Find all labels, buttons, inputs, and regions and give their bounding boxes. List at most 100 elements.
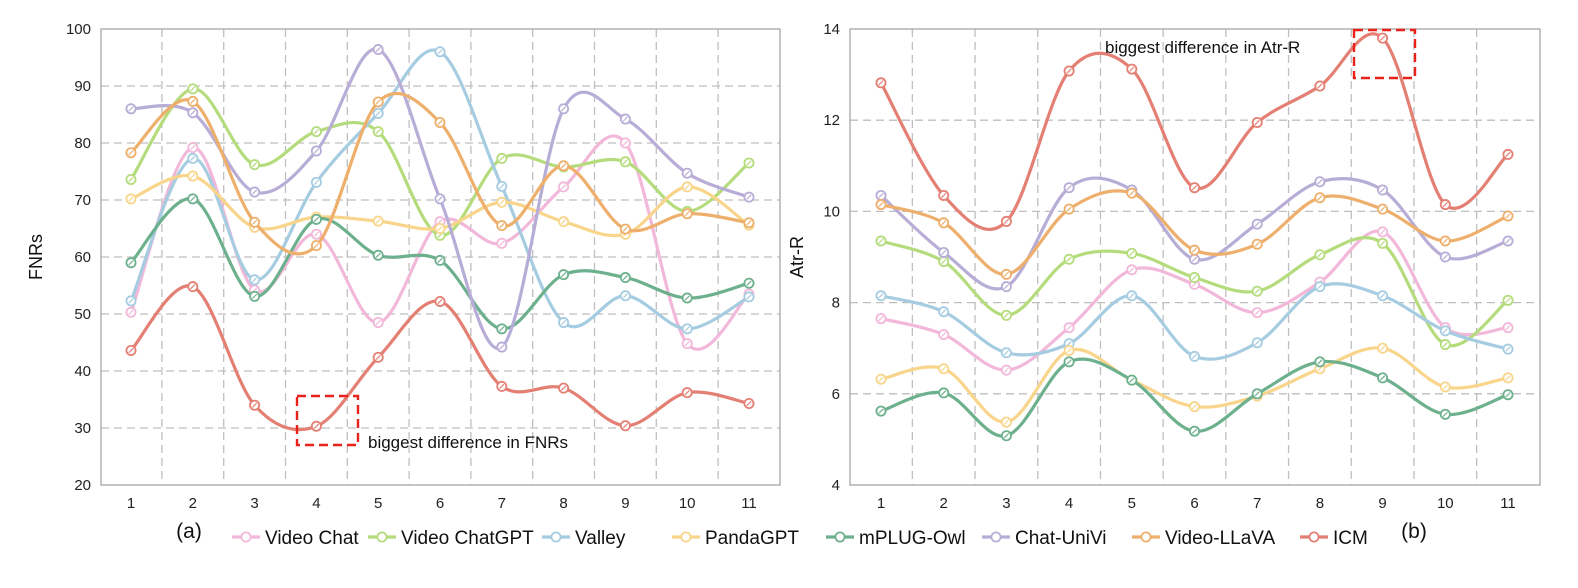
data-point-mark: [375, 319, 381, 326]
data-point-mark: [1003, 350, 1010, 356]
data-point-mark: [313, 128, 320, 135]
data-point-mark: [1379, 293, 1386, 299]
data-point-mark: [684, 326, 690, 332]
legend-entry: mPLUG-Owl: [826, 528, 966, 549]
y-tick-label: 12: [823, 112, 840, 129]
data-point-mark: [622, 116, 629, 122]
series-line: [879, 176, 1510, 291]
data-point-mark: [1066, 256, 1072, 262]
legend-swatch-marker: [376, 531, 388, 543]
y-tick-label: 20: [74, 477, 91, 494]
data-point-mark: [746, 194, 752, 200]
data-point-mark: [1191, 403, 1198, 410]
data-point-mark: [499, 155, 505, 162]
data-point-mark: [878, 238, 884, 244]
data-point-mark: [1442, 384, 1448, 390]
x-tick-label: 6: [436, 495, 444, 512]
highlight-box: [1352, 28, 1417, 80]
x-tick-label: 10: [679, 495, 696, 512]
series-chat-univi: [125, 44, 755, 353]
legend-label: mPLUG-Owl: [859, 528, 966, 549]
data-point-mark: [1317, 195, 1323, 201]
data-point-mark: [1379, 375, 1386, 381]
data-point-mark: [375, 218, 381, 224]
data-point-mark: [878, 201, 884, 208]
legend-label: Valley: [575, 528, 626, 549]
y-tick-label: 100: [66, 21, 91, 38]
data-point-mark: [499, 183, 505, 189]
legend-swatch-marker: [834, 531, 846, 543]
data-point-mark: [251, 189, 258, 195]
data-point-mark: [1003, 284, 1010, 290]
data-point-mark: [1379, 187, 1386, 193]
data-point-mark: [941, 366, 947, 372]
data-point-mark: [1003, 367, 1010, 373]
data-point-mark: [190, 86, 196, 92]
data-point-mark: [941, 220, 947, 226]
data-point-mark: [1505, 375, 1511, 381]
data-point-mark: [1254, 119, 1260, 126]
data-point-mark: [1505, 297, 1511, 303]
data-point-mark: [878, 315, 884, 322]
x-tick-label: 1: [877, 495, 885, 512]
y-tick-label: 10: [823, 203, 840, 220]
data-point-mark: [622, 226, 629, 232]
x-tick-label: 7: [498, 495, 506, 512]
data-point-mark: [190, 155, 196, 162]
data-point-mark: [1379, 35, 1386, 41]
x-tick-label: 8: [1316, 495, 1324, 512]
y-tick-label: 8: [832, 295, 840, 312]
data-point-mark: [941, 390, 947, 396]
data-point-mark: [128, 309, 134, 315]
series-valley: [125, 46, 755, 335]
data-point-mark: [128, 176, 134, 183]
data-point-mark: [1066, 185, 1072, 191]
x-tick-label: 7: [1253, 495, 1261, 512]
data-point-mark: [684, 184, 690, 190]
data-point-mark: [1442, 254, 1448, 260]
data-point-mark: [313, 148, 320, 154]
x-tick-label: 6: [1190, 495, 1198, 512]
data-point-mark: [128, 196, 134, 202]
x-tick-label: 11: [1500, 495, 1516, 512]
data-point-mark: [1442, 238, 1448, 244]
series-video-llava: [875, 187, 1514, 280]
plot-frame: [100, 28, 781, 486]
data-point-mark: [128, 347, 134, 354]
data-point-mark: [1379, 240, 1386, 246]
data-point-mark: [1254, 221, 1260, 227]
data-point-mark: [190, 110, 196, 116]
data-point-mark: [1317, 359, 1323, 365]
data-point-mark: [1066, 341, 1072, 347]
data-point-mark: [1254, 310, 1260, 316]
series-line: [129, 134, 751, 351]
data-point-mark: [941, 258, 947, 265]
series-icm: [125, 281, 755, 432]
data-point-mark: [1317, 83, 1323, 89]
data-point-mark: [1191, 281, 1198, 287]
data-point-mark: [1066, 325, 1072, 331]
series-icm: [875, 32, 1514, 231]
data-point-mark: [375, 128, 381, 135]
data-point-mark: [251, 277, 258, 283]
data-point-mark: [684, 295, 690, 301]
data-point-mark: [1129, 190, 1135, 196]
data-point-mark: [437, 257, 443, 264]
x-tick-label: 8: [559, 495, 567, 512]
data-point-mark: [941, 192, 947, 199]
data-point-mark: [941, 331, 947, 338]
legend: Video Chat Video ChatGPT Valley PandaGPT mPL…: [232, 528, 1368, 549]
data-point-mark: [560, 219, 567, 225]
subplot-label: (b): [1401, 520, 1427, 543]
data-point-mark: [878, 293, 884, 299]
y-tick-label: 14: [823, 21, 840, 38]
data-point-mark: [941, 249, 947, 256]
data-point-mark: [1505, 213, 1511, 219]
x-tick-label: 3: [1002, 495, 1010, 512]
y-tick-label: 4: [832, 477, 840, 494]
legend-label: Video ChatGPT: [401, 528, 534, 549]
data-point-mark: [499, 240, 505, 246]
data-point-mark: [622, 293, 629, 299]
data-point-mark: [1129, 377, 1135, 383]
series-line: [129, 197, 751, 331]
